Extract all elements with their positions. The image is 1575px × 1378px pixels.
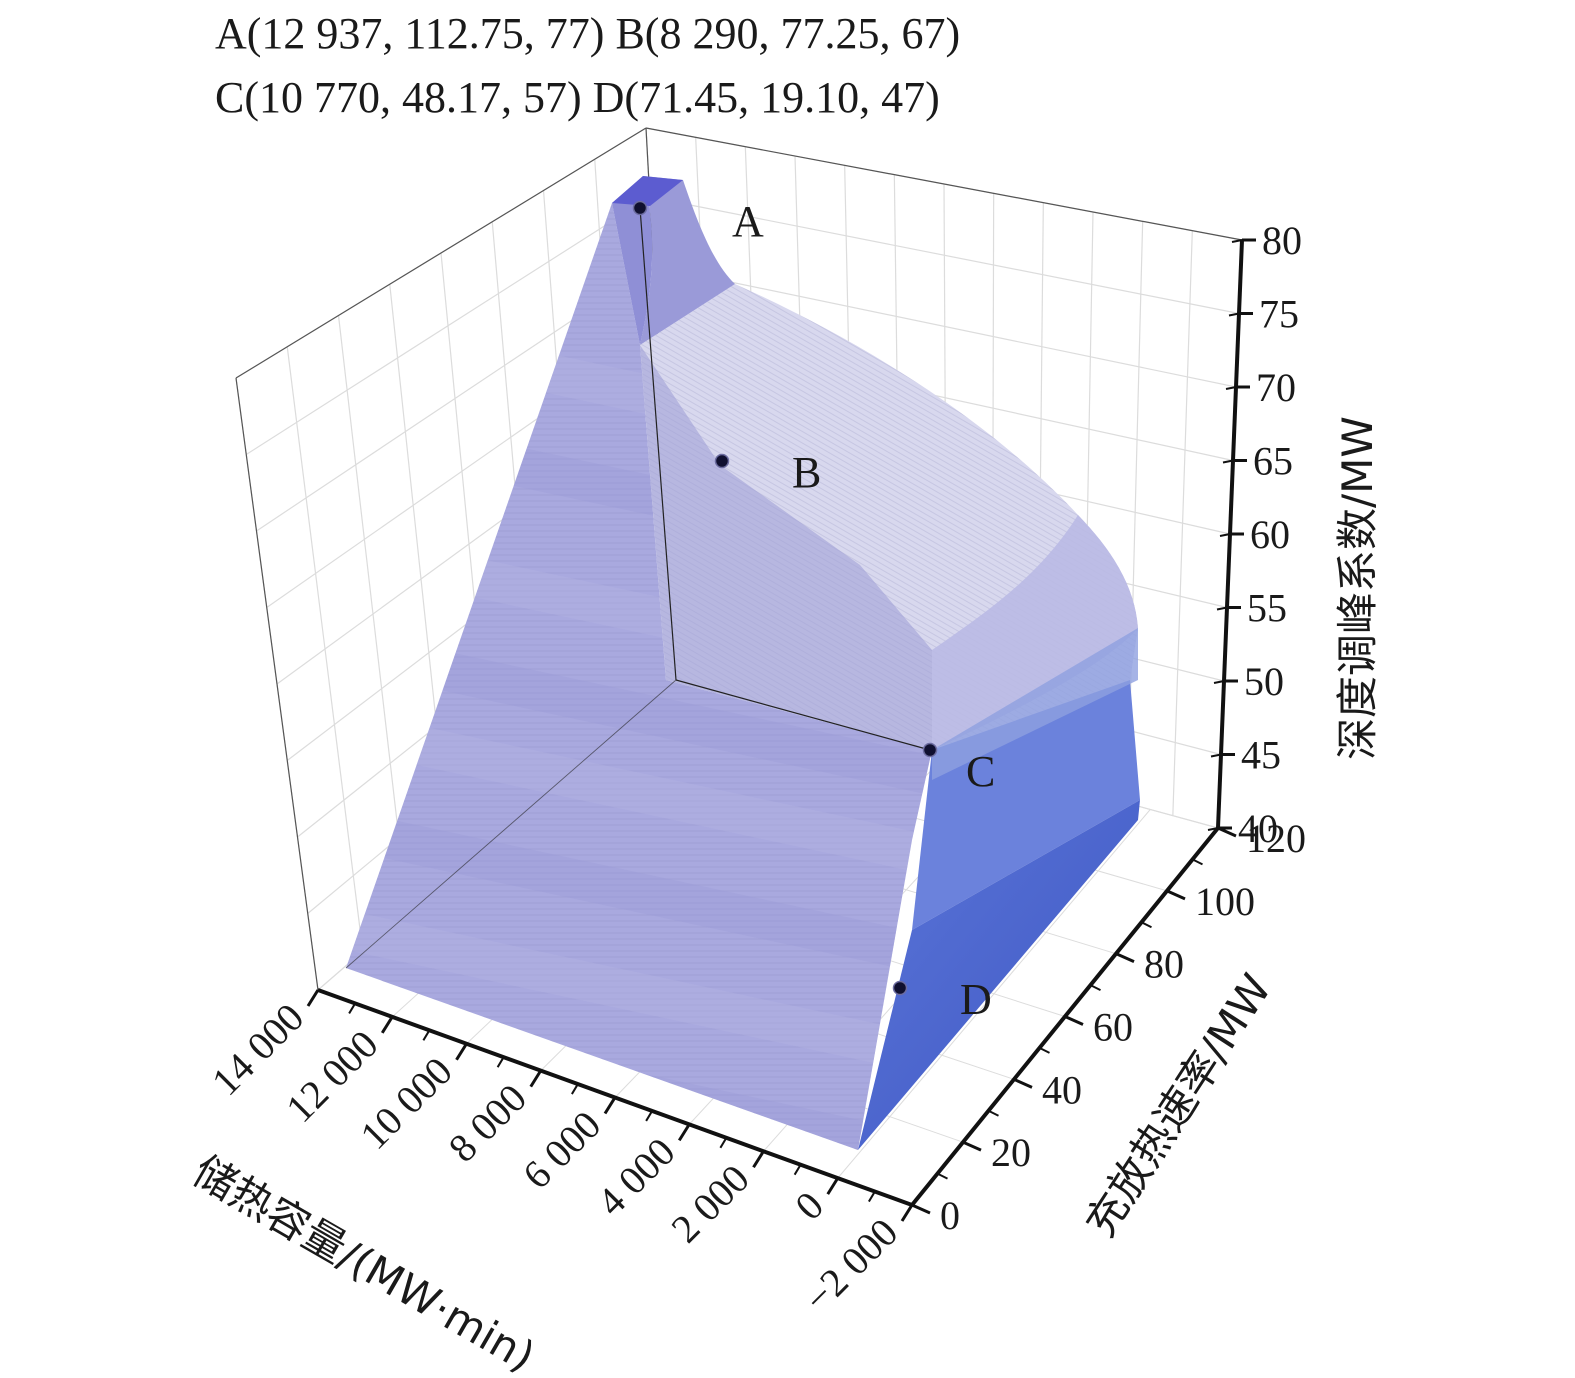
point-label-b: B bbox=[792, 448, 821, 497]
x-tick-label: 8 000 bbox=[440, 1075, 535, 1170]
z-tick-inner bbox=[1228, 312, 1240, 317]
shading-band bbox=[346, 620, 932, 810]
point-marker-c bbox=[922, 742, 938, 758]
grid-line-back-y bbox=[1172, 230, 1193, 816]
y-tick bbox=[1064, 1015, 1084, 1026]
y-tick-label: 60 bbox=[1093, 1005, 1133, 1050]
y-minor-tick bbox=[937, 1172, 948, 1180]
z-tick-inner bbox=[1231, 239, 1243, 243]
surface-top-shadow bbox=[640, 345, 932, 750]
y-minor-tick bbox=[988, 1109, 999, 1117]
x-minor-tick bbox=[571, 1083, 579, 1095]
header-line-1: A(12 937, 112.75, 77) B(8 290, 77.25, 67… bbox=[215, 9, 960, 58]
z-tick-label: 45 bbox=[1241, 733, 1281, 778]
y-tick-label: 0 bbox=[940, 1193, 960, 1238]
z-tick-label: 75 bbox=[1259, 292, 1299, 337]
data-points: A B C D bbox=[632, 197, 995, 1024]
reference-lines bbox=[345, 207, 931, 969]
point-label-c: C bbox=[966, 747, 995, 796]
point-label-d: D bbox=[960, 975, 992, 1024]
x-minor-tick bbox=[496, 1056, 505, 1068]
x-tick bbox=[752, 1150, 765, 1169]
x-tick bbox=[677, 1123, 691, 1142]
x-tick bbox=[306, 989, 320, 1007]
shading-band bbox=[346, 900, 932, 1090]
z-tick-inner bbox=[1213, 680, 1225, 684]
x-tick-label: 2 000 bbox=[662, 1156, 757, 1251]
y-tick-label: 40 bbox=[1042, 1067, 1082, 1112]
x-tick bbox=[900, 1204, 914, 1222]
surface-mid-shoulder bbox=[932, 515, 1138, 750]
grid-line-left-x bbox=[337, 315, 409, 913]
x-tick-label: −2 000 bbox=[795, 1210, 906, 1321]
y-tick-label: 20 bbox=[991, 1130, 1031, 1175]
y-tick bbox=[1013, 1077, 1033, 1089]
wall-outline bbox=[235, 127, 647, 379]
x-tick bbox=[603, 1096, 617, 1115]
wall-outline bbox=[645, 127, 1243, 241]
z-tick-inner bbox=[1219, 533, 1231, 537]
x-tick bbox=[380, 1016, 394, 1034]
y-tick-label: 120 bbox=[1246, 816, 1306, 861]
point-label-a: A bbox=[732, 197, 764, 246]
grid-line-left-x bbox=[286, 346, 364, 952]
z-tick-inner bbox=[1210, 753, 1222, 758]
z-tick-inner bbox=[1216, 606, 1228, 611]
z-tick-label: 50 bbox=[1244, 659, 1284, 704]
x-minor-tick bbox=[645, 1110, 653, 1122]
y-minor-tick bbox=[1192, 858, 1203, 866]
z-tick-inner bbox=[1225, 386, 1237, 390]
point-marker-a bbox=[632, 200, 648, 216]
z-tick-inner bbox=[1222, 459, 1234, 464]
surface-peak-top bbox=[612, 176, 683, 206]
header-line-2: C(10 770, 48.17, 57) D(71.45, 19.10, 47) bbox=[215, 73, 940, 122]
y-tick bbox=[1115, 952, 1135, 964]
surface-peak-right bbox=[640, 176, 735, 345]
y-tick-label: 80 bbox=[1144, 942, 1184, 987]
x-minor-tick bbox=[868, 1191, 876, 1203]
z-tick-label: 70 bbox=[1256, 365, 1296, 410]
x-minor-tick bbox=[793, 1164, 802, 1176]
z-tick-label: 60 bbox=[1250, 512, 1290, 557]
y-tick-label: 100 bbox=[1195, 879, 1255, 924]
z-tick-label: 40 bbox=[1238, 806, 1278, 851]
surface-right-face-lower bbox=[858, 800, 1140, 1150]
x-axis-title: 储热容量/(MW·min) bbox=[185, 1146, 543, 1378]
x-tick bbox=[455, 1042, 468, 1061]
z-tick-inner bbox=[1207, 827, 1219, 831]
shading-band bbox=[346, 800, 932, 990]
x-tick-label: 6 000 bbox=[514, 1102, 609, 1197]
y-minor-tick bbox=[1090, 984, 1101, 991]
surface bbox=[346, 176, 1140, 1150]
x-minor-tick bbox=[719, 1137, 728, 1149]
z-axis-title: 深度调峰系数/MW bbox=[1333, 416, 1382, 760]
x-minor-tick bbox=[422, 1029, 431, 1041]
x-tick bbox=[826, 1177, 840, 1195]
x-tick bbox=[529, 1069, 543, 1088]
y-tick bbox=[1166, 889, 1186, 901]
point-marker-d bbox=[892, 980, 908, 996]
surface-right-slope bbox=[932, 628, 1138, 780]
shading-band bbox=[346, 700, 932, 890]
y-minor-tick bbox=[1141, 921, 1152, 929]
z-tick-label: 55 bbox=[1247, 586, 1287, 631]
surface-peak-left bbox=[612, 176, 653, 345]
z-tick-label: 65 bbox=[1253, 439, 1293, 484]
y-tick bbox=[911, 1203, 931, 1215]
x-tick-label: 4 000 bbox=[588, 1129, 683, 1224]
wall-outline bbox=[235, 377, 319, 991]
surface-front-hatch bbox=[346, 203, 932, 1150]
z-tick-label: 80 bbox=[1262, 218, 1302, 263]
x-minor-tick bbox=[348, 1002, 356, 1014]
y-tick bbox=[962, 1140, 982, 1152]
y-minor-tick bbox=[1039, 1047, 1050, 1054]
x-tick-label: 0 bbox=[786, 1183, 832, 1229]
point-marker-b bbox=[714, 453, 730, 469]
